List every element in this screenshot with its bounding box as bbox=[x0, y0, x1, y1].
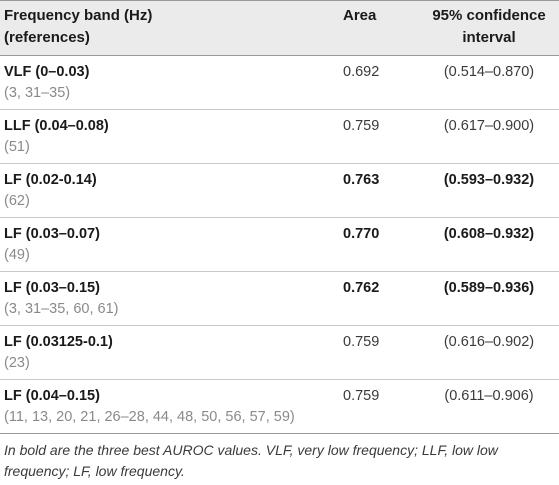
table-body: VLF (0–0.03) (3, 31–35) 0.692 (0.514–0.8… bbox=[0, 55, 559, 434]
confidence-interval-cell: (0.589–0.936) bbox=[419, 271, 559, 326]
band-cell: LF (0.02-0.14) (62) bbox=[0, 163, 335, 218]
band-name: LF (0.02-0.14) bbox=[4, 172, 97, 188]
area-cell: 0.759 bbox=[335, 325, 419, 380]
table-row: LF (0.03125-0.1) (23) 0.759 (0.616–0.902… bbox=[0, 325, 559, 380]
band-name: LF (0.03–0.15) bbox=[4, 280, 100, 296]
table-row: LF (0.04–0.15) (11, 13, 20, 21, 26–28, 4… bbox=[0, 379, 559, 434]
band-cell: LF (0.03–0.15) (3, 31–35, 60, 61) bbox=[0, 271, 335, 326]
confidence-interval-cell: (0.514–0.870) bbox=[419, 55, 559, 110]
band-references: (3, 31–35, 60, 61) bbox=[4, 301, 119, 317]
confidence-interval-cell: (0.616–0.902) bbox=[419, 325, 559, 380]
table-row: LLF (0.04–0.08) (51) 0.759 (0.617–0.900) bbox=[0, 109, 559, 164]
band-references: (49) bbox=[4, 247, 30, 263]
band-cell: LF (0.03125-0.1) (23) bbox=[0, 325, 335, 380]
area-cell: 0.770 bbox=[335, 217, 419, 272]
confidence-interval-cell: (0.611–0.906) bbox=[419, 379, 559, 434]
band-name: LF (0.03125-0.1) bbox=[4, 334, 113, 350]
table-footnote: In bold are the three best AUROC values.… bbox=[4, 442, 498, 479]
area-cell: 0.692 bbox=[335, 55, 419, 110]
band-name: LF (0.04–0.15) bbox=[4, 388, 100, 404]
header-ci-line1: 95% confidence bbox=[432, 7, 546, 24]
table-row: VLF (0–0.03) (3, 31–35) 0.692 (0.514–0.8… bbox=[0, 55, 559, 110]
band-cell: VLF (0–0.03) (3, 31–35) bbox=[0, 55, 335, 110]
header-frequency-band-line1: Frequency band (Hz) bbox=[4, 7, 153, 24]
band-references: (62) bbox=[4, 193, 30, 209]
confidence-interval-cell: (0.617–0.900) bbox=[419, 109, 559, 164]
confidence-interval-cell: (0.593–0.932) bbox=[419, 163, 559, 218]
table-header-row: Frequency band (Hz) (references) Area 95… bbox=[0, 0, 559, 56]
table-row: LF (0.02-0.14) (62) 0.763 (0.593–0.932) bbox=[0, 163, 559, 218]
band-name: VLF (0–0.03) bbox=[4, 64, 90, 80]
band-name: LLF (0.04–0.08) bbox=[4, 118, 109, 134]
band-cell: LF (0.03–0.07) (49) bbox=[0, 217, 335, 272]
band-references: (23) bbox=[4, 355, 30, 371]
area-cell: 0.759 bbox=[335, 109, 419, 164]
frequency-band-table: Frequency band (Hz) (references) Area 95… bbox=[0, 0, 559, 434]
table-row: LF (0.03–0.07) (49) 0.770 (0.608–0.932) bbox=[0, 217, 559, 272]
header-frequency-band: Frequency band (Hz) (references) bbox=[0, 0, 335, 56]
band-references: (51) bbox=[4, 139, 30, 155]
band-cell: LLF (0.04–0.08) (51) bbox=[0, 109, 335, 164]
area-cell: 0.763 bbox=[335, 163, 419, 218]
confidence-interval-cell: (0.608–0.932) bbox=[419, 217, 559, 272]
band-cell: LF (0.04–0.15) (11, 13, 20, 21, 26–28, 4… bbox=[0, 379, 335, 434]
area-cell: 0.762 bbox=[335, 271, 419, 326]
header-area: Area bbox=[335, 0, 419, 56]
header-frequency-band-line2: (references) bbox=[4, 29, 90, 46]
band-references: (11, 13, 20, 21, 26–28, 44, 48, 50, 56, … bbox=[4, 409, 295, 425]
header-confidence-interval: 95% confidence interval bbox=[419, 0, 559, 56]
area-cell: 0.759 bbox=[335, 379, 419, 434]
band-name: LF (0.03–0.07) bbox=[4, 226, 100, 242]
band-references: (3, 31–35) bbox=[4, 85, 71, 101]
header-ci-line2: interval bbox=[462, 29, 516, 46]
table-row: LF (0.03–0.15) (3, 31–35, 60, 61) 0.762 … bbox=[0, 271, 559, 326]
header-area-label: Area bbox=[343, 7, 377, 24]
